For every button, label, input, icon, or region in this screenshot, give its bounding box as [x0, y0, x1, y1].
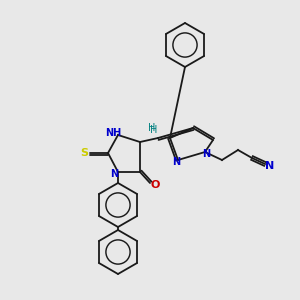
Text: H: H [150, 125, 158, 135]
Text: H: H [148, 123, 156, 133]
Text: NH: NH [105, 128, 121, 138]
Text: N: N [110, 169, 118, 179]
Text: N: N [202, 149, 210, 159]
Text: O: O [150, 180, 160, 190]
Text: N: N [172, 157, 180, 167]
Text: N: N [266, 161, 274, 171]
Text: S: S [80, 148, 88, 158]
